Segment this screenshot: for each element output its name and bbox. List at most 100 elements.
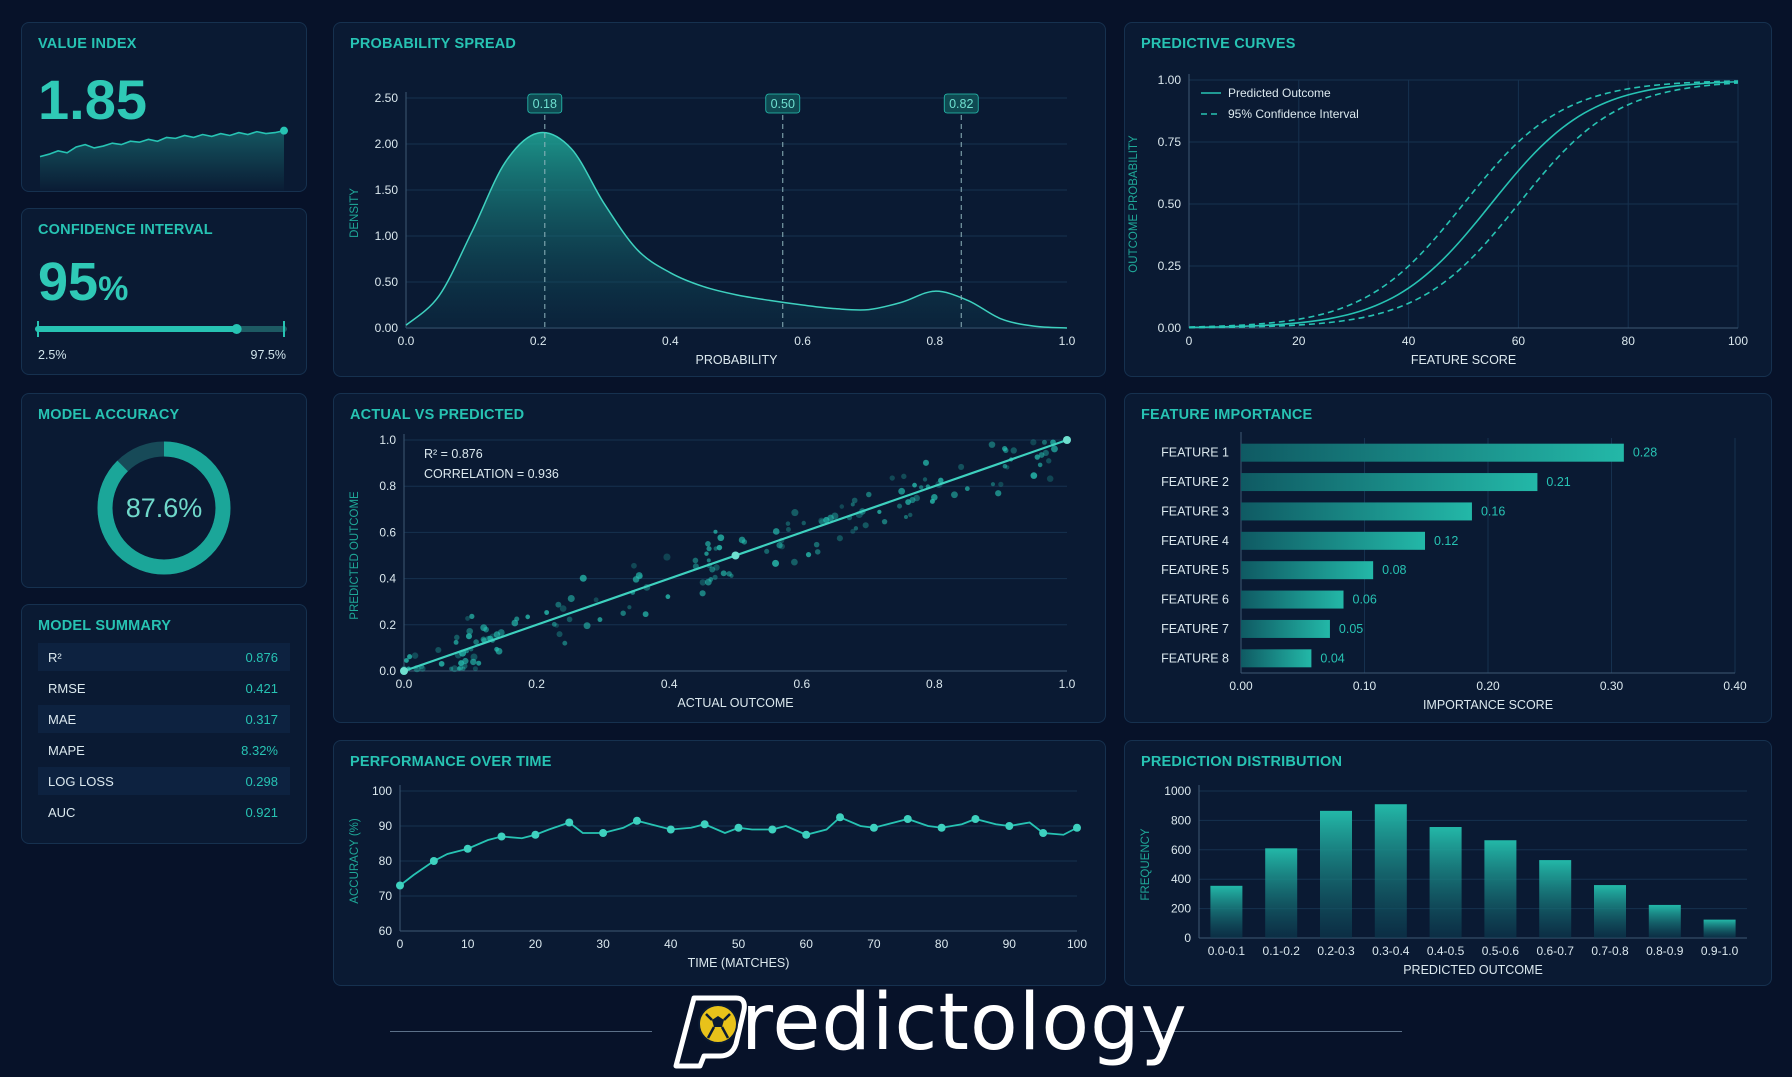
importance-bar bbox=[1241, 649, 1312, 668]
accuracy-point bbox=[497, 832, 506, 841]
avp-title: ACTUAL VS PREDICTED bbox=[350, 407, 525, 423]
distribution-bar bbox=[1374, 804, 1407, 938]
scatter-point bbox=[951, 491, 958, 499]
y-axis-label: PREDICTED OUTCOME bbox=[349, 491, 361, 620]
scatter-point bbox=[497, 629, 505, 636]
scatter-point bbox=[1038, 452, 1045, 458]
summary-metric-value: 0.921 bbox=[245, 805, 278, 820]
scatter-point bbox=[709, 566, 716, 573]
feature-label: FEATURE 1 bbox=[1161, 446, 1229, 460]
x-tick-label: 0.4-0.5 bbox=[1427, 944, 1465, 958]
accuracy-point bbox=[734, 823, 743, 832]
x-axis-label: FEATURE SCORE bbox=[1411, 353, 1516, 367]
scatter-point bbox=[556, 631, 563, 638]
perf-title: PERFORMANCE OVER TIME bbox=[350, 754, 552, 770]
scatter-point bbox=[931, 494, 938, 501]
scatter-point bbox=[1030, 439, 1037, 446]
x-tick-label: 0.0-0.1 bbox=[1208, 944, 1246, 958]
x-tick-label: 0.2-0.3 bbox=[1317, 944, 1355, 958]
distribution-bar bbox=[1648, 904, 1681, 938]
distribution-bar bbox=[1320, 810, 1352, 938]
summary-metric-name: MAE bbox=[48, 712, 77, 727]
y-tick-label: 800 bbox=[1171, 813, 1191, 827]
y-tick-label: 0 bbox=[1184, 931, 1191, 945]
predicted-outcome-line bbox=[1188, 80, 1739, 329]
summary-row: RMSE 0.421 bbox=[38, 674, 290, 702]
x-tick-label: 0.4 bbox=[662, 334, 679, 348]
importance-bar bbox=[1241, 619, 1330, 638]
x-tick-label: 0.8-0.9 bbox=[1646, 944, 1684, 958]
summary-metric-value: 0.876 bbox=[245, 650, 278, 665]
summary-metric-name: R² bbox=[48, 650, 62, 665]
y-tick-label: 1.00 bbox=[1158, 73, 1182, 87]
scatter-point bbox=[851, 497, 858, 504]
scatter-point bbox=[472, 666, 478, 672]
predictive-curves-chart: 0 20 40 60 80 100 0.00 0.25 0.50 0.75 1.00 FEATURE … bbox=[1128, 73, 1748, 367]
marker-label: 0.82 bbox=[949, 97, 973, 111]
accuracy-point bbox=[1039, 829, 1048, 837]
scatter-point bbox=[1046, 458, 1052, 464]
importance-value: 0.06 bbox=[1353, 593, 1377, 607]
brand-logo-icon bbox=[673, 995, 747, 1069]
scatter-point bbox=[663, 553, 671, 561]
accuracy-point bbox=[1005, 822, 1014, 830]
x-tick-label: 40 bbox=[1402, 334, 1416, 348]
importance-value: 0.05 bbox=[1339, 622, 1363, 636]
scatter-point bbox=[457, 665, 464, 671]
scatter-point bbox=[741, 539, 748, 545]
x-axis-label: IMPORTANCE SCORE bbox=[1423, 698, 1553, 712]
feature-label: FEATURE 5 bbox=[1161, 563, 1229, 577]
importance-bar bbox=[1241, 473, 1538, 492]
scatter-point bbox=[801, 520, 806, 526]
scatter-point bbox=[839, 504, 845, 509]
confidence-upper-line bbox=[1188, 80, 1739, 328]
scatter-point bbox=[1051, 445, 1058, 453]
scatter-point bbox=[466, 627, 474, 635]
distribution-bar bbox=[1703, 919, 1736, 938]
importance-value: 0.08 bbox=[1382, 563, 1406, 577]
scatter-point bbox=[706, 558, 711, 563]
spread-title: PROBABILITY SPREAD bbox=[350, 36, 517, 52]
accuracy-point bbox=[632, 816, 641, 825]
scatter-point bbox=[495, 647, 503, 655]
legend-label: 95% Confidence Interval bbox=[1228, 107, 1359, 121]
y-tick-label: 200 bbox=[1171, 902, 1191, 916]
x-tick-label: 0.40 bbox=[1723, 679, 1747, 693]
x-tick-label: 0.10 bbox=[1353, 679, 1377, 693]
marker-label: 0.50 bbox=[771, 97, 795, 111]
y-tick-label: 0.25 bbox=[1158, 259, 1182, 273]
scatter-point bbox=[818, 517, 825, 524]
scatter-point bbox=[473, 639, 479, 645]
scatter-point bbox=[772, 559, 780, 567]
summary-metric-value: 0.317 bbox=[245, 712, 278, 727]
correlation-annotation: CORRELATION = 0.936 bbox=[424, 467, 559, 481]
scatter-point bbox=[908, 512, 913, 518]
scatter-point bbox=[555, 601, 562, 608]
x-tick-label: 50 bbox=[732, 937, 746, 951]
scatter-point bbox=[922, 477, 928, 482]
scatter-point bbox=[850, 528, 856, 534]
accuracy-point bbox=[599, 829, 608, 837]
confidence-number: 95 bbox=[38, 252, 99, 312]
density-line bbox=[405, 131, 1068, 329]
importance-value: 0.21 bbox=[1546, 475, 1570, 489]
y-tick-label: 0.00 bbox=[1158, 321, 1182, 335]
scatter-point bbox=[470, 658, 477, 666]
scatter-point bbox=[922, 459, 929, 466]
scatter-point bbox=[791, 558, 798, 566]
importance-value: 0.12 bbox=[1434, 534, 1458, 548]
scatter-point bbox=[407, 654, 413, 660]
accuracy-point bbox=[802, 830, 811, 839]
sparkline-line bbox=[39, 129, 285, 158]
summary-metric-value: 0.421 bbox=[245, 681, 278, 696]
x-tick-label: 0.6 bbox=[793, 677, 810, 691]
density-area bbox=[406, 132, 1067, 328]
importance-value: 0.28 bbox=[1633, 446, 1657, 460]
scatter-point bbox=[620, 610, 626, 616]
x-tick-label: 1.0 bbox=[1059, 334, 1076, 348]
fit-point bbox=[731, 551, 740, 560]
x-tick-label: 20 bbox=[529, 937, 543, 951]
scatter-point bbox=[919, 485, 924, 490]
scatter-point bbox=[632, 576, 640, 583]
summary-title: MODEL SUMMARY bbox=[38, 618, 172, 634]
